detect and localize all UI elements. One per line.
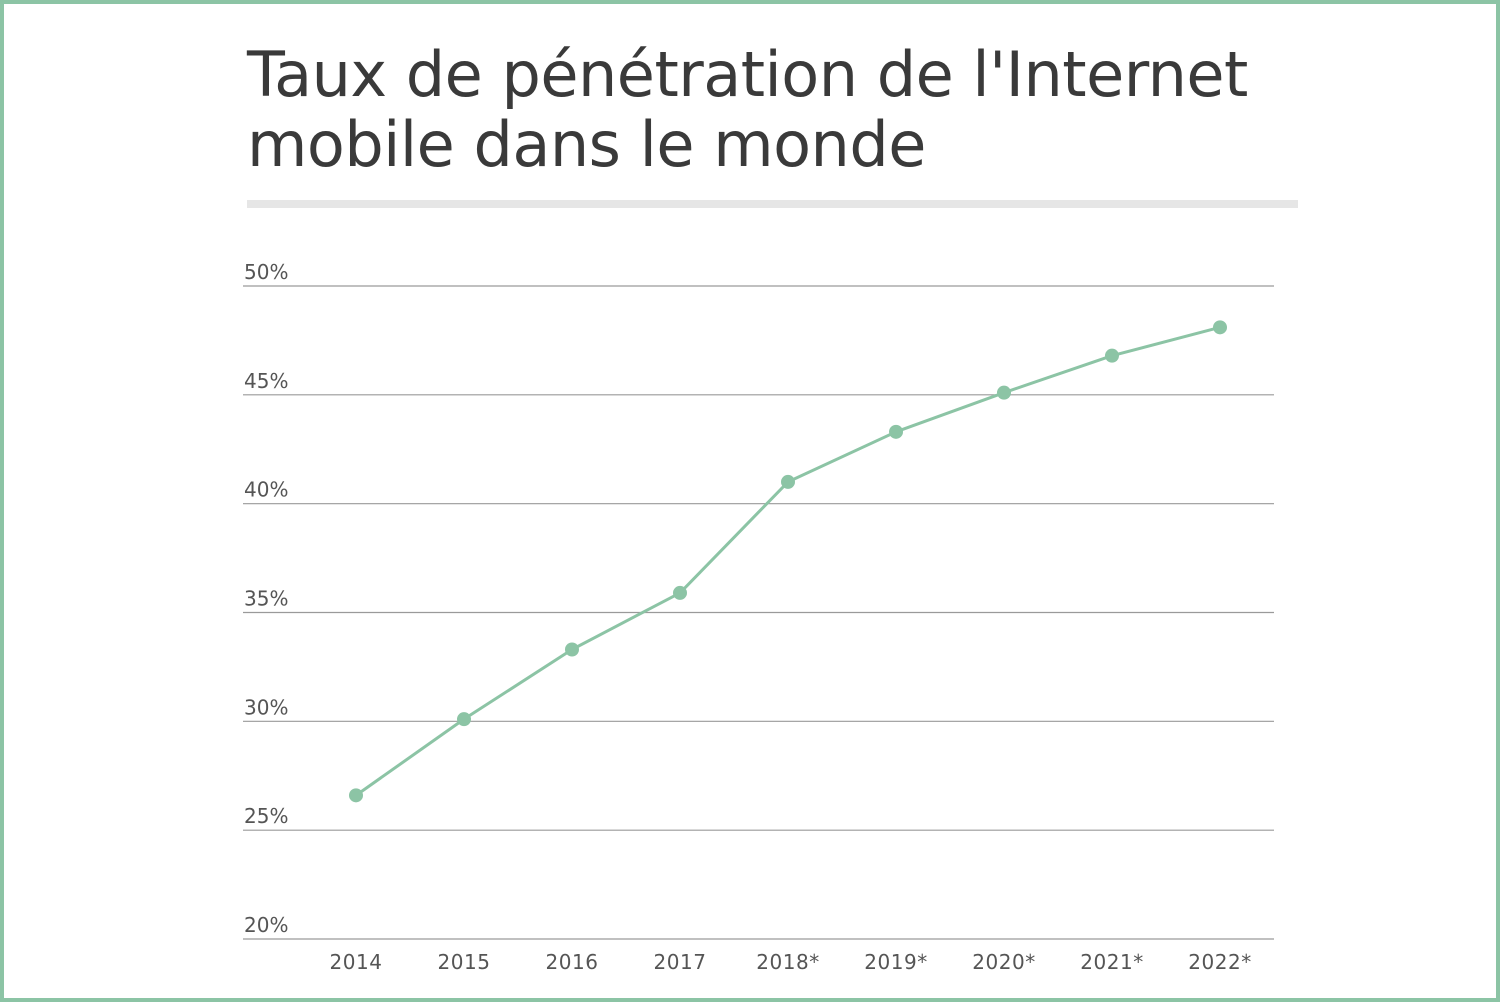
y-tick-label: 30% — [244, 695, 288, 719]
y-tick-label: 45% — [244, 369, 288, 393]
x-tick-label: 2018* — [756, 950, 819, 974]
chart-title: Taux de pénétration de l'Internet mobile… — [247, 40, 1347, 180]
x-axis-tick-labels: 2014 2015 2016 2017 2018* 2019* 2020* 2021* 2022… — [330, 950, 1252, 974]
chart-title-line-1: Taux de pénétration de l'Internet — [247, 38, 1248, 111]
x-tick-label: 2014 — [330, 950, 383, 974]
x-tick-label: 2017 — [654, 950, 707, 974]
title-divider — [247, 200, 1298, 208]
x-tick-label: 2015 — [438, 950, 491, 974]
data-point — [1105, 348, 1119, 363]
y-tick-label: 20% — [244, 913, 288, 937]
data-point — [457, 712, 471, 727]
x-tick-label: 2021* — [1080, 950, 1143, 974]
data-point — [565, 642, 579, 657]
chart-title-line-2: mobile dans le monde — [247, 108, 926, 181]
y-tick-label: 35% — [244, 587, 288, 611]
y-axis-tick-labels: 20% 25% 30% 35% 40% 45% 50% — [244, 260, 288, 937]
data-point — [673, 585, 687, 600]
data-point — [781, 474, 795, 489]
data-point — [349, 788, 363, 803]
x-tick-label: 2019* — [864, 950, 927, 974]
y-tick-label: 25% — [244, 804, 288, 828]
y-tick-label: 40% — [244, 478, 288, 502]
gridlines — [243, 285, 1274, 940]
x-tick-label: 2020* — [972, 950, 1035, 974]
x-tick-label: 2022* — [1188, 950, 1251, 974]
y-tick-label: 50% — [244, 260, 288, 284]
series-line — [354, 325, 1222, 797]
data-point — [997, 385, 1011, 400]
data-point — [1213, 320, 1227, 335]
series-mobile-internet-penetration — [349, 320, 1227, 803]
data-point — [889, 424, 903, 439]
x-tick-label: 2016 — [546, 950, 599, 974]
